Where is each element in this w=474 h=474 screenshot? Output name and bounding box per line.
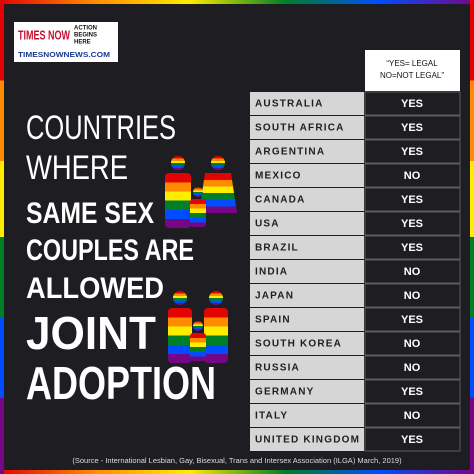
status: NO: [404, 266, 421, 278]
country: SPAIN: [255, 315, 291, 326]
title-line: WHERE: [26, 149, 128, 187]
title-line: ADOPTION: [26, 357, 216, 409]
country: AUSTRALIA: [255, 99, 324, 110]
table-header-box: [365, 50, 460, 91]
status-cell: [364, 115, 461, 140]
status: YES: [401, 194, 423, 206]
status-cell: [364, 187, 461, 212]
country-cell: [250, 404, 364, 427]
border: [0, 0, 474, 4]
status-cell: [364, 307, 461, 332]
logo-box: [14, 22, 118, 62]
status: YES: [401, 122, 423, 134]
country-cell: [250, 380, 364, 403]
country: CANADA: [255, 195, 306, 206]
status-cell: [364, 331, 461, 356]
country: JAPAN: [255, 291, 294, 302]
country: ITALY: [255, 411, 288, 422]
status: YES: [401, 314, 423, 326]
status-cell: [364, 259, 461, 284]
country-cell: [250, 260, 364, 283]
status-cell: [364, 163, 461, 188]
logo-tagline: HERE: [74, 40, 91, 46]
status-cell: [364, 355, 461, 380]
title-line: COUPLES ARE: [26, 234, 194, 267]
title-line: COUNTRIES: [26, 109, 176, 147]
country-cell: [250, 428, 364, 451]
table-header: NO=NOT LEGAL”: [380, 71, 444, 80]
status: NO: [404, 410, 421, 422]
status: NO: [404, 338, 421, 350]
border: [0, 0, 4, 474]
family-icon: [165, 156, 237, 228]
country-cell: [250, 140, 364, 163]
country: SOUTH AFRICA: [255, 123, 345, 134]
status-cell: [364, 211, 461, 236]
status-cell: [364, 139, 461, 164]
country: GERMANY: [255, 387, 315, 398]
logo-website: TIMESNOWNEWS.COM: [18, 52, 110, 59]
border: [0, 470, 474, 474]
table-header: “YES= LEGAL: [386, 59, 438, 68]
country-cell: [250, 212, 364, 235]
status: YES: [401, 98, 423, 110]
country: MEXICO: [255, 171, 302, 182]
status-cell: [364, 91, 461, 116]
status: YES: [401, 242, 423, 254]
country-cell: [250, 236, 364, 259]
country: ARGENTINA: [255, 147, 325, 158]
status-cell: [364, 379, 461, 404]
status-cell: [364, 403, 461, 428]
status: NO: [404, 362, 421, 374]
status: YES: [401, 218, 423, 230]
country: SOUTH KOREA: [255, 339, 342, 350]
title-line: ALLOWED: [26, 272, 164, 305]
country-cell: [250, 188, 364, 211]
country-cell: [250, 356, 364, 379]
status: NO: [404, 170, 421, 182]
country-cell: [250, 116, 364, 139]
country: BRAZIL: [255, 243, 299, 254]
status: YES: [401, 146, 423, 158]
status: NO: [404, 290, 421, 302]
table: AUSTRALIA YES SOUTH AFRICA YES ARGENTINA YES M…: [250, 91, 461, 452]
logo-brand: TIMES NOW: [18, 27, 71, 42]
status: YES: [401, 434, 423, 446]
country: UNITED KINGDOM: [255, 435, 360, 446]
status: YES: [401, 386, 423, 398]
title-line: SAME SEX: [26, 197, 154, 230]
logo-tagline: BEGINS: [74, 33, 97, 39]
title-line: JOINT: [26, 307, 156, 359]
status-cell: [364, 235, 461, 260]
logo: TIMES NOW ACTION BEGINS HERE TIMESNOWNEW…: [14, 22, 118, 62]
status-cell: [364, 283, 461, 308]
country-cell: [250, 308, 364, 331]
country: USA: [255, 219, 280, 230]
source: (Source - International Lesbian, Gay, Bi…: [72, 456, 402, 465]
country-cell: [250, 92, 364, 115]
logo-tagline: ACTION: [74, 26, 97, 32]
country: INDIA: [255, 267, 288, 278]
country: RUSSIA: [255, 363, 300, 374]
status-cell: [364, 427, 461, 452]
border: [470, 0, 474, 474]
country-cell: [250, 332, 364, 355]
country-cell: [250, 284, 364, 307]
country-cell: [250, 164, 364, 187]
family-icon: [168, 291, 228, 363]
